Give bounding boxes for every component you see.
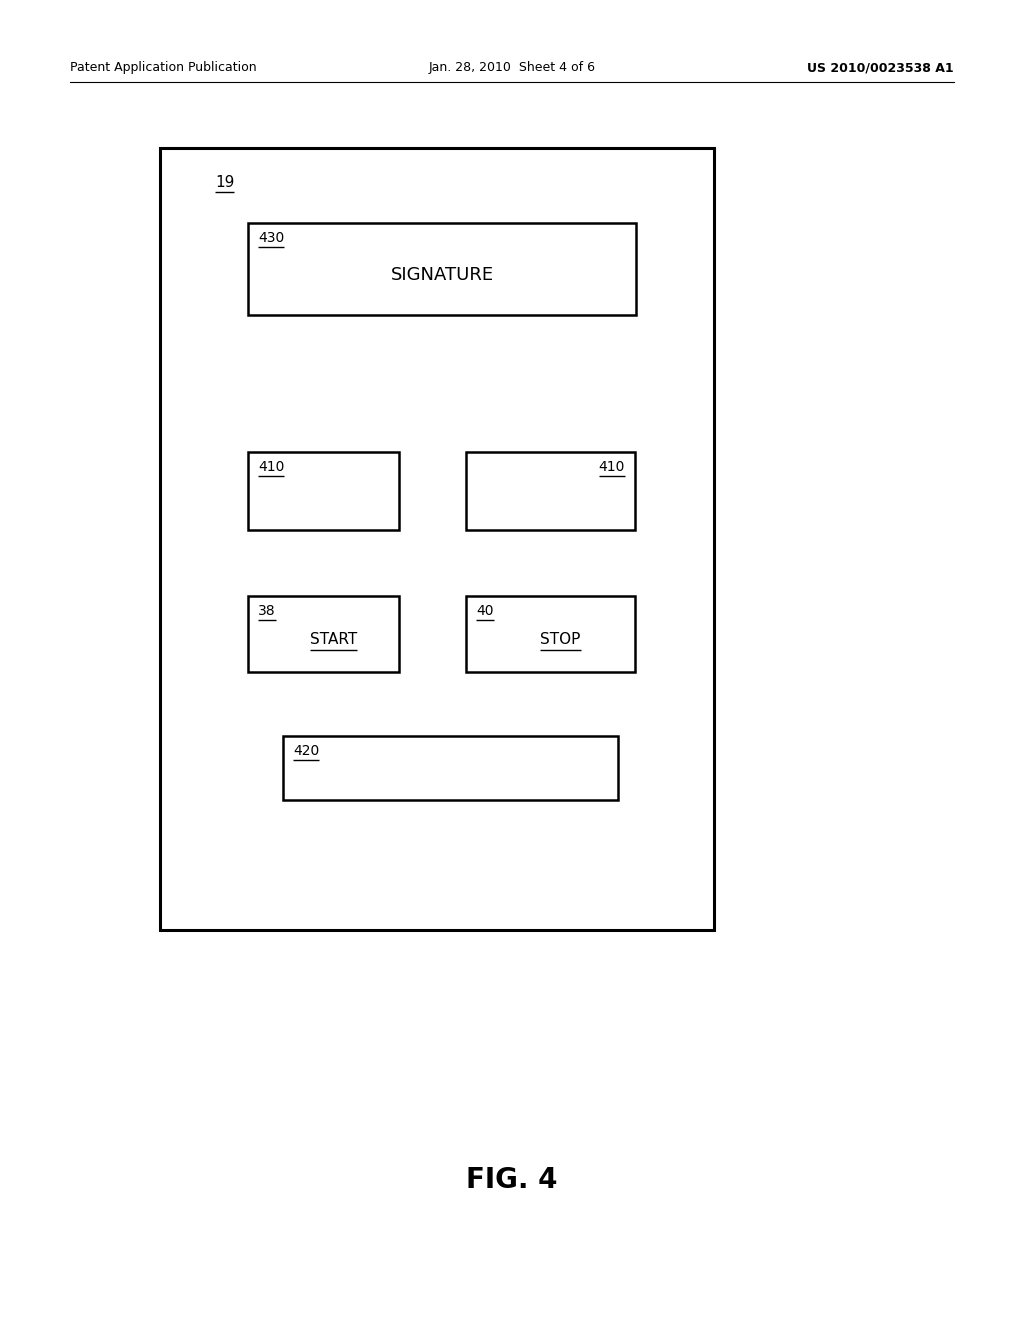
Text: SIGNATURE: SIGNATURE <box>390 267 494 284</box>
Bar <box>248 597 399 672</box>
Text: 420: 420 <box>293 744 319 758</box>
Text: START: START <box>310 632 357 648</box>
Text: Jan. 28, 2010  Sheet 4 of 6: Jan. 28, 2010 Sheet 4 of 6 <box>428 62 596 74</box>
Bar <box>466 451 635 531</box>
Bar <box>248 451 399 531</box>
Text: 410: 410 <box>258 459 285 474</box>
Bar <box>160 148 714 931</box>
Bar <box>248 223 636 315</box>
Text: STOP: STOP <box>541 632 581 648</box>
Text: US 2010/0023538 A1: US 2010/0023538 A1 <box>807 62 954 74</box>
Text: 410: 410 <box>599 459 625 474</box>
Bar <box>466 597 635 672</box>
Bar <box>283 737 618 800</box>
Text: 430: 430 <box>258 231 285 246</box>
Text: 40: 40 <box>476 605 494 618</box>
Text: 19: 19 <box>215 176 234 190</box>
Text: FIG. 4: FIG. 4 <box>466 1166 558 1195</box>
Text: Patent Application Publication: Patent Application Publication <box>70 62 257 74</box>
Text: 38: 38 <box>258 605 275 618</box>
